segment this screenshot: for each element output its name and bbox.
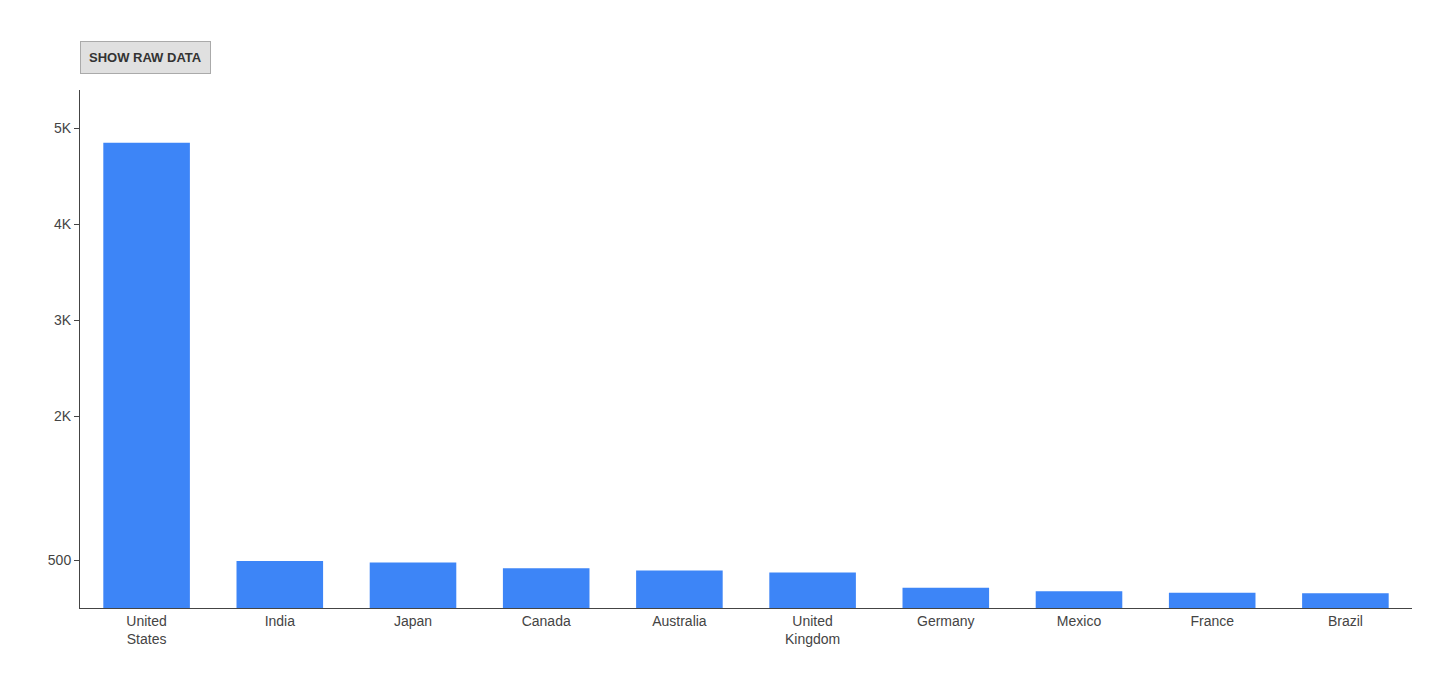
svg-text:Mexico: Mexico (1057, 613, 1102, 629)
svg-text:Australia: Australia (652, 613, 707, 629)
svg-text:UnitedStates: UnitedStates (126, 613, 166, 647)
svg-text:Canada: Canada (522, 613, 571, 629)
svg-text:5K: 5K (54, 120, 72, 136)
svg-text:Brazil: Brazil (1328, 613, 1363, 629)
svg-text:SHOW RAW DATA: SHOW RAW DATA (89, 50, 202, 65)
svg-text:India: India (265, 613, 296, 629)
svg-text:Germany: Germany (917, 613, 975, 629)
svg-text:Japan: Japan (394, 613, 432, 629)
svg-text:2K: 2K (54, 408, 72, 424)
svg-text:France: France (1190, 613, 1234, 629)
svg-text:4K: 4K (54, 216, 72, 232)
svg-text:UnitedKingdom: UnitedKingdom (785, 613, 840, 647)
svg-text:3K: 3K (54, 312, 72, 328)
svg-text:500: 500 (48, 552, 72, 568)
